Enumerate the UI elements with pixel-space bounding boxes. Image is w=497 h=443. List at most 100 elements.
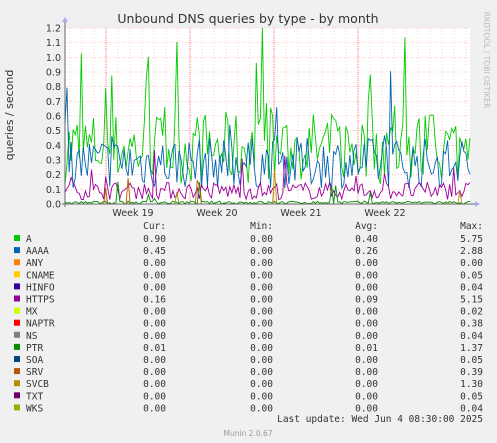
legend-value-max: 0.04	[460, 282, 483, 293]
legend-value-avg: 0.00	[355, 367, 378, 378]
x-tick-label: Week 20	[196, 208, 237, 219]
legend-value-max: 5.75	[460, 234, 483, 245]
y-tick-label: 1.0	[46, 53, 61, 64]
legend-header-min: Min:	[250, 221, 273, 232]
legend-value-avg: 0.09	[355, 295, 378, 306]
legend-value-max: 5.15	[460, 295, 483, 306]
y-tick-label: 1.1	[46, 38, 61, 49]
footer-version: Munin 2.0.67	[223, 429, 272, 438]
legend-swatch	[14, 319, 20, 326]
legend-value-cur: 0.00	[143, 367, 166, 378]
side-label: RRDTOOL / TOBI OETIKER	[482, 12, 491, 109]
legend-value-avg: 0.00	[355, 319, 378, 330]
legend-swatch	[14, 331, 20, 338]
y-tick-label: 0.5	[46, 126, 61, 137]
series-line-aaaa	[64, 71, 471, 189]
legend-series-name: ANY	[26, 258, 43, 269]
legend-value-min: 0.00	[250, 258, 273, 269]
legend-series-name: HINFO	[26, 282, 55, 293]
legend-value-avg: 0.00	[355, 355, 378, 366]
legend-value-min: 0.00	[250, 379, 273, 390]
series-line-ptr	[64, 182, 471, 205]
legend-series-name: HTTPS	[26, 295, 55, 306]
legend-swatch	[14, 307, 20, 314]
legend-value-avg: 0.00	[355, 258, 378, 269]
y-tick-label: 0.9	[46, 68, 61, 79]
legend-value-min: 0.00	[250, 403, 273, 414]
legend-value-avg: 0.40	[355, 234, 378, 245]
legend-series-name: WKS	[26, 403, 43, 414]
legend-value-min: 0.00	[250, 307, 273, 318]
chart-title: Unbound DNS queries by type - by month	[117, 11, 378, 26]
legend-swatch	[14, 343, 20, 350]
legend-value-cur: 0.00	[143, 307, 166, 318]
x-tick-label: Week 22	[364, 208, 405, 219]
legend-value-max: 1.30	[460, 379, 483, 390]
legend-value-cur: 0.00	[143, 331, 166, 342]
x-tick-label: Week 19	[112, 208, 153, 219]
y-tick-label: 0.4	[46, 141, 61, 152]
legend-swatch	[14, 271, 20, 278]
legend-value-max: 0.38	[460, 319, 483, 330]
legend-swatch	[14, 235, 20, 241]
y-tick-label: 0.0	[46, 200, 61, 211]
legend-value-cur: 0.00	[143, 282, 166, 293]
legend-series-name: SRV	[26, 367, 43, 378]
legend-value-min: 0.00	[250, 246, 273, 257]
legend-value-cur: 0.00	[143, 355, 166, 366]
legend-value-cur: 0.00	[143, 403, 166, 414]
y-axis-arrow	[62, 17, 68, 22]
legend-value-avg: 0.00	[355, 282, 378, 293]
legend-value-min: 0.00	[250, 367, 273, 378]
x-tick-label: Week 21	[280, 208, 321, 219]
legend-swatch	[14, 392, 20, 399]
legend-swatch	[14, 404, 20, 411]
y-tick-label: 0.1	[46, 185, 61, 196]
legend-series-name: MX	[26, 307, 38, 318]
legend-value-max: 0.05	[460, 391, 483, 402]
legend-swatch	[14, 380, 20, 387]
legend-swatch	[14, 259, 20, 266]
legend-value-cur: 0.01	[143, 343, 166, 354]
series-line-a	[64, 27, 471, 185]
legend-header-max: Max:	[460, 221, 483, 232]
y-tick-label: 0.6	[46, 112, 61, 123]
legend-value-cur: 0.45	[143, 246, 166, 257]
legend-value-min: 0.00	[250, 343, 273, 354]
legend-value-min: 0.00	[250, 319, 273, 330]
legend-swatch	[14, 368, 20, 375]
legend-value-max: 0.04	[460, 331, 483, 342]
legend-value-cur: 0.00	[143, 379, 166, 390]
legend-value-avg: 0.01	[355, 343, 378, 354]
legend-series-name: AAAA	[26, 246, 49, 257]
legend-swatch	[14, 356, 20, 362]
legend-swatch	[14, 295, 20, 302]
legend-series-name: A	[26, 234, 32, 245]
legend-value-avg: 0.00	[355, 391, 378, 402]
legend-value-min: 0.00	[250, 355, 273, 366]
y-axis-label: queries / second	[3, 70, 16, 161]
legend-value-cur: 0.00	[143, 270, 166, 281]
legend-value-avg: 0.00	[355, 403, 378, 414]
legend-value-max: 0.05	[460, 270, 483, 281]
legend-value-max: 0.04	[460, 403, 483, 414]
legend-value-max: 0.39	[460, 367, 483, 378]
legend-series-name: SVCB	[26, 379, 49, 390]
legend-value-max: 2.88	[460, 246, 483, 257]
legend-value-min: 0.00	[250, 331, 273, 342]
legend-value-min: 0.00	[250, 295, 273, 306]
legend-header-cur: Cur:	[143, 221, 166, 232]
legend-value-cur: 0.00	[143, 391, 166, 402]
legend-value-cur: 0.00	[143, 319, 166, 330]
legend-header-avg: Avg:	[355, 221, 378, 232]
legend-value-min: 0.00	[250, 391, 273, 402]
legend-swatch	[14, 247, 20, 254]
legend-value-cur: 0.00	[143, 258, 166, 269]
legend-value-max: 0.02	[460, 307, 483, 318]
legend-value-avg: 0.00	[355, 331, 378, 342]
y-tick-label: 0.7	[46, 97, 61, 108]
y-tick-label: 0.2	[46, 170, 61, 181]
legend-value-max: 1.37	[460, 343, 483, 354]
legend-series-name: PTR	[26, 343, 43, 354]
